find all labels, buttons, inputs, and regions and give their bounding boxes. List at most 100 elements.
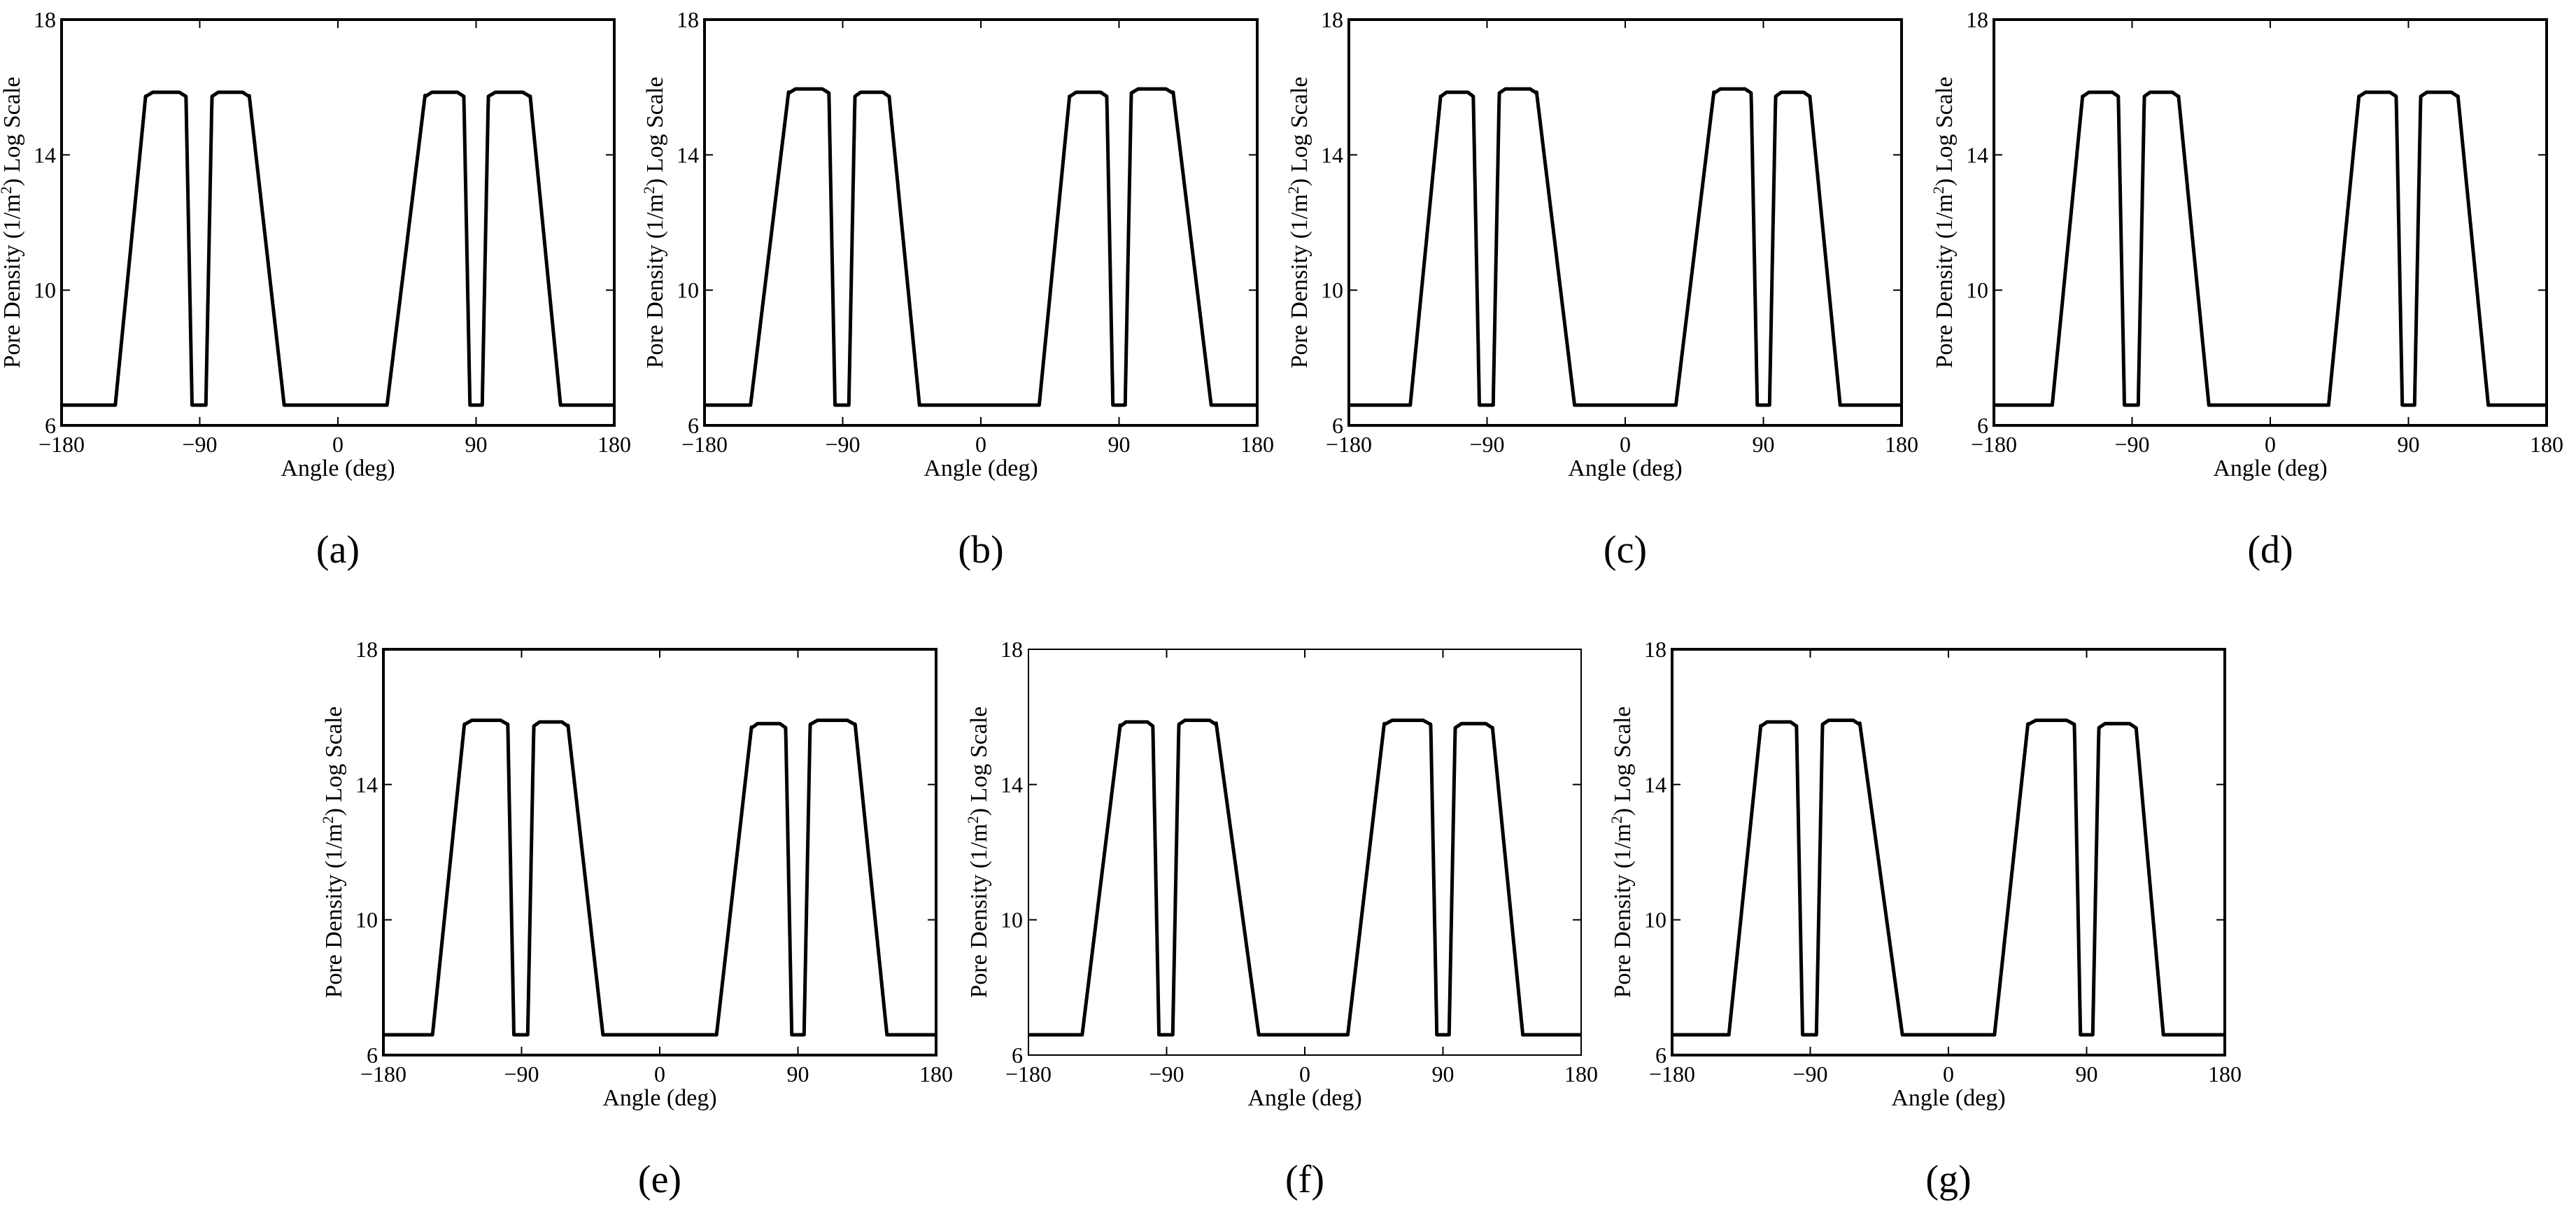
y-tick-label: 14 — [355, 772, 378, 797]
y-tick-label: 10 — [1966, 278, 1988, 303]
series-line — [703, 87, 1259, 407]
y-tick-label: 18 — [34, 7, 56, 32]
y-tick-label: 18 — [1000, 637, 1023, 662]
y-tick-label: 14 — [1644, 772, 1666, 797]
x-tick-label: −180 — [1005, 1061, 1052, 1087]
x-tick-label: 0 — [1299, 1061, 1310, 1087]
x-tick-label: −180 — [38, 432, 85, 457]
series-line — [1347, 87, 1903, 407]
y-axis-label: Pore Density (1/m2) Log Scale — [1285, 76, 1312, 368]
x-axis-label: Angle (deg) — [2213, 455, 2327, 481]
x-axis-label: Angle (deg) — [1247, 1085, 1361, 1111]
x-tick-label: 0 — [332, 432, 344, 457]
y-axis-label: Pore Density (1/m2) Log Scale — [640, 76, 668, 368]
y-tick-label: 6 — [367, 1042, 378, 1068]
plot-frame — [382, 648, 937, 1056]
x-tick-label: −180 — [681, 432, 728, 457]
x-tick-label: −180 — [360, 1061, 406, 1087]
series-line — [1027, 719, 1583, 1037]
x-tick-label: 90 — [465, 432, 488, 457]
x-axis-label: Angle (deg) — [602, 1085, 716, 1111]
y-tick-label: 14 — [1321, 142, 1343, 167]
y-tick-label: 10 — [1000, 907, 1023, 933]
x-tick-label: 180 — [2530, 432, 2563, 457]
plot-frame — [1671, 648, 2226, 1056]
plot-frame — [1028, 649, 1582, 1056]
panel-caption: (g) — [1925, 1158, 1972, 1201]
y-axis-label: Pore Density (1/m2) Log Scale — [1930, 76, 1958, 368]
x-tick-label: −90 — [2114, 432, 2149, 457]
y-tick-label: 6 — [1332, 413, 1343, 438]
y-tick-label: 18 — [1321, 7, 1343, 32]
series-line — [382, 719, 937, 1037]
series-line — [1671, 719, 2226, 1037]
series-line — [60, 90, 616, 407]
panel-caption: (e) — [637, 1158, 682, 1201]
x-axis-label: Angle (deg) — [923, 455, 1038, 481]
x-tick-label: −90 — [504, 1061, 539, 1087]
x-tick-label: 0 — [1943, 1061, 1954, 1087]
x-tick-label: −90 — [1469, 432, 1504, 457]
y-tick-label: 6 — [1655, 1042, 1666, 1068]
panel-caption: (d) — [2247, 528, 2293, 572]
chart-panel-2: −180 −90 0 90 180 6 10 14 18 Angle (deg) Pore Dens… — [1285, 7, 1918, 481]
x-tick-label: 180 — [2208, 1061, 2242, 1087]
y-tick-label: 14 — [677, 142, 699, 167]
y-tick-label: 18 — [355, 637, 378, 662]
x-tick-label: −180 — [1649, 1061, 1695, 1087]
x-tick-label: 0 — [654, 1061, 665, 1087]
chart-panel-3: −180 −90 0 90 180 6 10 14 18 Angle (deg) Pore Dens… — [1930, 7, 2563, 481]
x-tick-label: −90 — [825, 432, 860, 457]
x-tick-label: 90 — [1432, 1061, 1455, 1087]
panel-caption: (c) — [1603, 528, 1648, 572]
x-axis-label: Angle (deg) — [281, 455, 395, 481]
chart-panel-6: −180 −90 0 90 180 6 10 14 18 Angle (deg) Pore Dens… — [1608, 637, 2242, 1111]
y-tick-label: 10 — [1644, 907, 1666, 933]
series-line — [1993, 90, 2548, 407]
y-tick-label: 10 — [677, 278, 699, 303]
panel-caption: (a) — [316, 528, 360, 572]
x-tick-label: 90 — [1108, 432, 1131, 457]
y-tick-label: 18 — [1966, 7, 1988, 32]
y-tick-label: 10 — [34, 278, 56, 303]
x-tick-label: 90 — [2076, 1061, 2098, 1087]
chart-panel-4: −180 −90 0 90 180 6 10 14 18 Angle (deg) Pore Dens… — [319, 637, 953, 1111]
y-tick-label: 10 — [355, 907, 378, 933]
y-axis-label: Pore Density (1/m2) Log Scale — [319, 706, 347, 998]
chart-panel-0: −180 −90 0 90 180 6 10 14 18 Angle (deg) Pore Dens… — [0, 7, 631, 481]
x-tick-label: −180 — [1971, 432, 2017, 457]
y-tick-label: 10 — [1321, 278, 1343, 303]
x-tick-label: 180 — [597, 432, 631, 457]
x-tick-label: 0 — [1620, 432, 1631, 457]
x-tick-label: 180 — [1564, 1061, 1598, 1087]
plot-frame — [1993, 18, 2548, 427]
y-tick-label: 18 — [677, 7, 699, 32]
x-tick-label: 180 — [919, 1061, 953, 1087]
x-tick-label: −90 — [1792, 1061, 1827, 1087]
x-tick-label: 90 — [1753, 432, 1775, 457]
plot-frame — [703, 18, 1259, 427]
chart-panel-1: −180 −90 0 90 180 6 10 14 18 Angle (deg) Pore Dens… — [640, 7, 1274, 481]
x-tick-label: 180 — [1240, 432, 1274, 457]
y-tick-label: 6 — [1012, 1042, 1023, 1068]
y-tick-label: 6 — [688, 413, 699, 438]
y-tick-label: 14 — [34, 142, 56, 167]
plot-frame — [1347, 18, 1903, 427]
x-axis-label: Angle (deg) — [1891, 1085, 2005, 1111]
y-axis-label: Pore Density (1/m2) Log Scale — [1608, 706, 1636, 998]
y-tick-label: 6 — [45, 413, 56, 438]
x-tick-label: −180 — [1326, 432, 1372, 457]
y-tick-label: 14 — [1000, 772, 1023, 797]
y-tick-label: 14 — [1966, 142, 1988, 167]
y-tick-label: 6 — [1977, 413, 1988, 438]
x-tick-label: −90 — [1149, 1061, 1184, 1087]
panel-caption: (b) — [958, 528, 1004, 572]
x-tick-label: 90 — [2398, 432, 2420, 457]
x-tick-label: 90 — [787, 1061, 809, 1087]
x-tick-label: −90 — [182, 432, 217, 457]
y-tick-label: 18 — [1644, 637, 1666, 662]
x-tick-label: 180 — [1885, 432, 1918, 457]
y-axis-label: Pore Density (1/m2) Log Scale — [0, 76, 25, 368]
y-axis-label: Pore Density (1/m2) Log Scale — [964, 706, 992, 998]
